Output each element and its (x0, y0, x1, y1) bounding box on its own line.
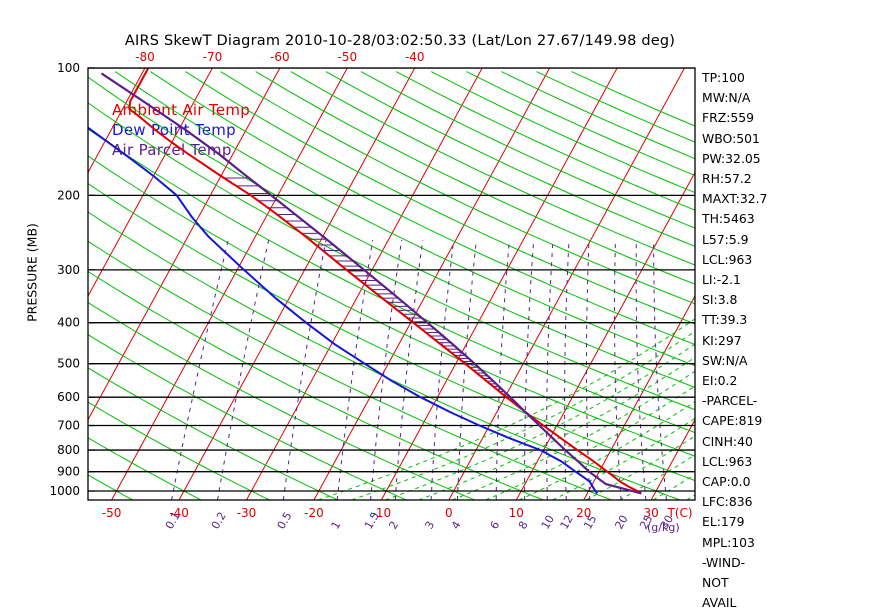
pressure-tick-label: 300 (57, 263, 80, 277)
pressure-tick-label: 700 (57, 419, 80, 433)
mixing-ratio-tick-label: 12 (558, 513, 576, 532)
stat-line: LFC:836 (702, 494, 753, 510)
stat-line: -PARCEL- (702, 393, 758, 409)
temp-tick-label-bottom: -20 (304, 506, 324, 520)
stat-line: CAP:0.0 (702, 474, 751, 490)
temp-tick-label-top: -70 (203, 50, 223, 64)
stat-line: CAPE:819 (702, 413, 763, 429)
mixing-ratio-tick-label: 3 (422, 519, 437, 532)
stat-line: MAXT:32.7 (702, 191, 768, 207)
stat-line: MW:N/A (702, 90, 751, 106)
pressure-tick-label: 100 (57, 61, 80, 75)
stat-line: NOT (702, 575, 729, 591)
pressure-tick-label: 500 (57, 357, 80, 371)
temp-tick-label-top: -80 (135, 50, 155, 64)
mixing-ratio-tick-label: 1 (329, 519, 344, 532)
mixing-ratio-tick-label: 4 (449, 519, 464, 532)
mixing-ratio-tick-label: 8 (516, 519, 531, 532)
stat-line: WBO:501 (702, 130, 760, 146)
mixing-ratio-tick-label: 20 (612, 513, 630, 532)
page-title: AIRS SkewT Diagram 2010-10-28/03:02:50.3… (124, 33, 676, 49)
temp-tick-label-bottom: 0 (445, 506, 453, 520)
temp-tick-label-bottom: -30 (237, 506, 257, 520)
mixing-ratio-tick-label: 0.2 (209, 510, 229, 532)
stat-line: LCL:963 (702, 251, 753, 267)
temp-tick-label-bottom: -50 (102, 506, 122, 520)
stat-line: TP:100 (702, 70, 745, 85)
stat-line: EI:0.2 (702, 373, 738, 389)
stat-line: SI:3.8 (702, 292, 738, 308)
stat-line: CINH:40 (702, 433, 753, 449)
mixing-ratio-tick-label: 2 (387, 519, 402, 532)
legend-item-ambient: Ambient Air Temp (112, 101, 251, 119)
pressure-tick-label: 200 (57, 188, 80, 202)
temp-tick-label-top: -40 (405, 50, 425, 64)
pressure-tick-label: 800 (57, 443, 80, 457)
mixing-ratio-tick-label: 30 (658, 513, 676, 532)
mixing-ratio-tick-label: 15 (581, 513, 599, 532)
legend: Ambient Air Temp Dew Point Temp Air Parc… (112, 100, 250, 160)
mixing-ratio-tick-label: 6 (488, 519, 503, 532)
stat-line: L57:5.9 (702, 231, 749, 247)
stat-line: TH:5463 (702, 211, 755, 227)
stat-line: MPL:103 (702, 534, 755, 550)
pressure-tick-label: 1000 (49, 484, 80, 498)
pressure-tick-label: 600 (57, 390, 80, 404)
pressure-tick-label: 400 (57, 316, 80, 330)
temp-tick-label-bottom: 30 (644, 506, 659, 520)
stat-line: EL:179 (702, 514, 745, 530)
mixing-ratio-tick-label: 0.5 (275, 510, 295, 532)
temp-tick-label-bottom: -40 (169, 506, 189, 520)
stat-line: KI:297 (702, 332, 742, 348)
mixing-ratio-axis-label: (g/kg) (647, 521, 680, 534)
stat-line: TT:39.3 (702, 312, 748, 328)
legend-item-dewpoint: Dew Point Temp (112, 121, 237, 139)
stat-line: AVAIL (702, 595, 737, 611)
stat-line: FRZ:559 (702, 110, 755, 126)
temp-tick-label-bottom: 20 (576, 506, 591, 520)
skewt-diagram-page: AIRS SkewT Diagram 2010-10-28/03:02:50.3… (24, 33, 768, 611)
stat-line: RH:57.2 (702, 171, 752, 187)
temp-tick-label-top: -60 (270, 50, 290, 64)
temp-tick-label-bottom: -10 (372, 506, 392, 520)
mixing-ratio-tick-label: 25 (637, 513, 655, 532)
temp-axis-label: T(C) (666, 506, 692, 520)
mixing-ratio-tick-label: 10 (539, 513, 557, 532)
temp-tick-label-bottom: 10 (509, 506, 524, 520)
pressure-tick-label: 900 (57, 465, 80, 479)
stat-line: PW:32.05 (702, 150, 761, 166)
stat-line: SW:N/A (702, 352, 748, 368)
stat-line: LCL:963 (702, 453, 753, 469)
stat-line: LI:-2.1 (702, 272, 741, 288)
legend-item-parcel: Air Parcel Temp (112, 141, 232, 159)
temp-tick-label-top: -50 (338, 50, 358, 64)
